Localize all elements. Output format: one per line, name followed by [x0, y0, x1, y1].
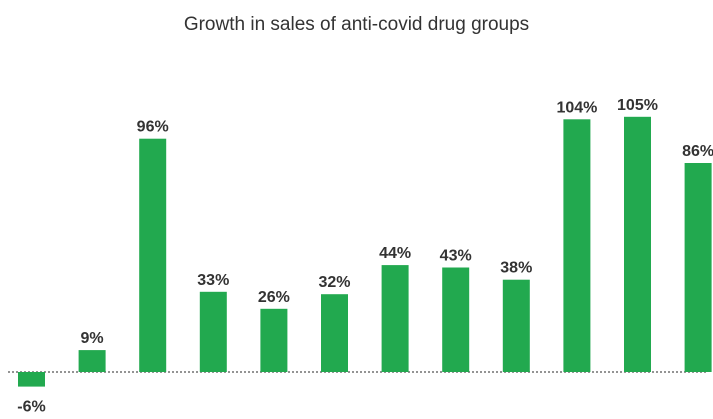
- bar-label-8: 38%: [500, 260, 532, 277]
- bar-8: [502, 279, 530, 372]
- bar-5: [321, 294, 348, 372]
- bar-label-4: 26%: [258, 289, 290, 306]
- bar-6: [381, 265, 409, 372]
- bar-7: [442, 267, 470, 372]
- bar-10: [624, 116, 651, 372]
- bar-11: [684, 163, 712, 372]
- bar-label-3: 33%: [197, 272, 229, 289]
- bar-label-2: 96%: [137, 119, 169, 136]
- bar-2: [139, 138, 167, 372]
- bar-label-1: 9%: [81, 330, 104, 347]
- bar-label-10: 105%: [617, 97, 658, 114]
- bar-3: [199, 291, 227, 372]
- bar-9: [563, 119, 591, 372]
- bar-label-7: 43%: [440, 248, 472, 265]
- bar-4: [260, 308, 288, 372]
- bar-label-11: 86%: [682, 143, 713, 160]
- bar-1: [78, 350, 106, 372]
- bar-label-9: 104%: [556, 99, 597, 116]
- bar-label-0: -6%: [17, 399, 45, 416]
- chart-title: Growth in sales of anti-covid drug group…: [183, 14, 530, 35]
- bar-0: [18, 372, 45, 387]
- bar-label-5: 32%: [318, 274, 350, 291]
- bar-label-6: 44%: [379, 245, 411, 262]
